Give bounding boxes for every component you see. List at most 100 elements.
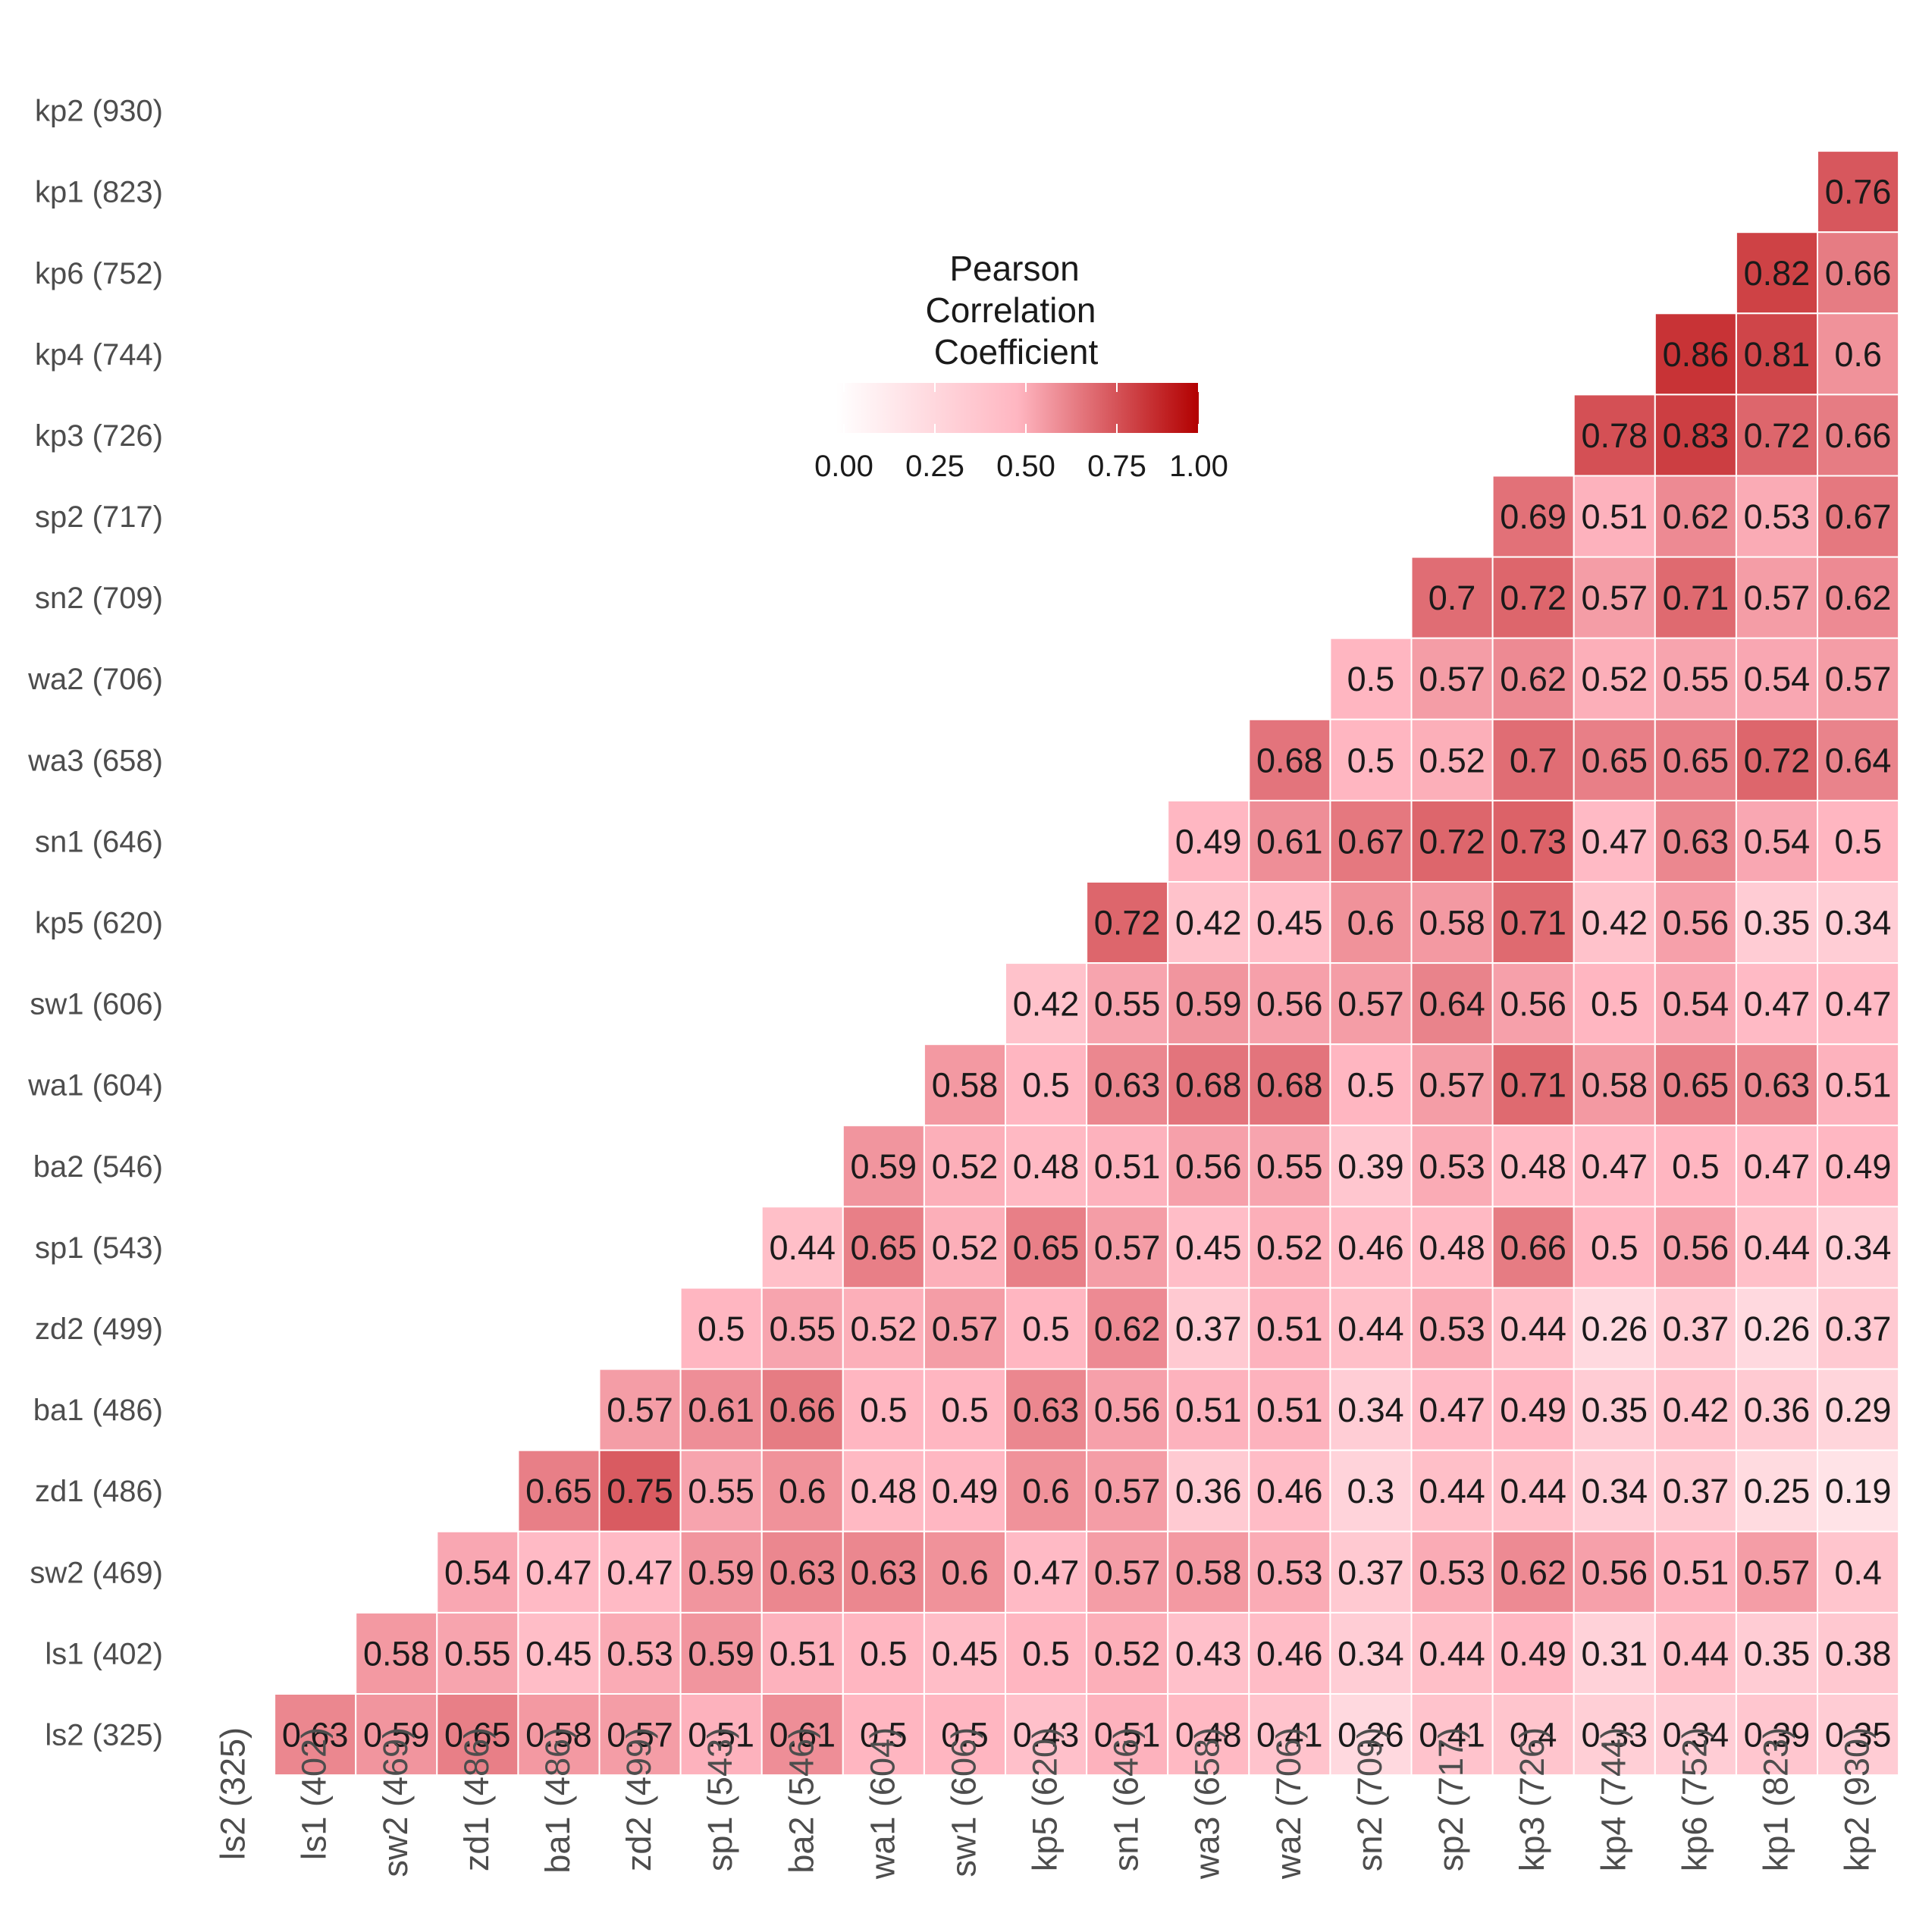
cell-value-label: 0.51 — [1094, 1147, 1161, 1186]
cell-value-label: 0.33 — [1582, 1716, 1648, 1755]
cell-value-label: 0.58 — [525, 1716, 592, 1755]
cell-value-label: 0.78 — [1582, 416, 1648, 455]
cell-value-label: 0.65 — [1663, 741, 1730, 779]
heatmap-cell — [1248, 1368, 1331, 1451]
cell-value-label: 0.57 — [1338, 985, 1404, 1024]
cell-value-label: 0.72 — [1419, 823, 1485, 861]
cell-value-label: 0.44 — [1500, 1309, 1566, 1348]
cell-value-label: 0.51 — [688, 1716, 754, 1755]
heatmap-cell — [1817, 1368, 1900, 1451]
heatmap-cell — [842, 1368, 925, 1451]
heatmap-cell — [1410, 1530, 1494, 1614]
cell-value-label: 0.39 — [1744, 1716, 1811, 1755]
legend-tick-label: 0.00 — [814, 450, 873, 483]
heatmap-cell — [1248, 1124, 1331, 1208]
cell-value-label: 0.5 — [860, 1634, 908, 1673]
cell-value-label: 0.57 — [1094, 1553, 1161, 1592]
cell-value-label: 0.55 — [444, 1634, 511, 1673]
heatmap-cell — [1248, 718, 1331, 801]
cell-value-label: 0.62 — [1500, 660, 1566, 698]
heatmap-cell — [1086, 1368, 1169, 1451]
heatmap-cell — [1329, 637, 1413, 720]
heatmap-cell — [760, 1287, 844, 1370]
heatmap-cell — [1817, 1530, 1900, 1614]
heatmap-cell — [1573, 1693, 1656, 1777]
heatmap-cell — [1654, 1043, 1737, 1127]
heatmap-cell — [1086, 1124, 1169, 1208]
heatmap-cell — [1167, 1043, 1250, 1127]
heatmap-cell — [1167, 1449, 1250, 1532]
x-tick-label: sp2 (717) — [1432, 1727, 1470, 1871]
heatmap-cell — [1167, 1611, 1250, 1695]
heatmap-cell — [923, 1530, 1007, 1614]
cell-value-label: 0.58 — [1419, 904, 1485, 942]
heatmap-cell — [1735, 881, 1818, 964]
heatmap-cell — [679, 1530, 763, 1614]
heatmap-cell — [1248, 1206, 1331, 1289]
heatmap-cell — [1735, 1368, 1818, 1451]
heatmap-cell — [1817, 1124, 1900, 1208]
heatmap-cell — [1817, 962, 1900, 1046]
cell-value-label: 0.82 — [1744, 254, 1811, 293]
heatmap-cell — [1573, 475, 1656, 558]
x-tick-label: ba2 (546) — [782, 1727, 820, 1874]
heatmap-cell — [1817, 718, 1900, 801]
heatmap-cell — [760, 1693, 844, 1777]
cell-value-label: 0.63 — [282, 1716, 349, 1755]
cell-value-label: 0.86 — [1663, 335, 1730, 374]
cell-value-label: 0.46 — [1256, 1472, 1323, 1510]
heatmap-cell — [923, 1611, 1007, 1695]
cell-value-label: 0.6 — [941, 1553, 989, 1592]
heatmap-cell — [1410, 1693, 1494, 1777]
heatmap-cell — [923, 1693, 1007, 1777]
cell-value-label: 0.41 — [1256, 1716, 1323, 1755]
cell-value-label: 0.6 — [1022, 1472, 1070, 1510]
heatmap-cell — [1005, 1287, 1088, 1370]
heatmap-cell — [1735, 556, 1818, 639]
x-tick-label: ls2 (325) — [214, 1727, 252, 1860]
cell-value-label: 0.65 — [444, 1716, 511, 1755]
cell-value-label: 0.68 — [1256, 1066, 1323, 1105]
cell-value-label: 0.56 — [1500, 985, 1566, 1024]
heatmap-cell — [1410, 799, 1494, 883]
x-tick-label: kp4 (744) — [1594, 1727, 1632, 1871]
heatmap-cell — [1410, 718, 1494, 801]
heatmap-cell — [1573, 1206, 1656, 1289]
cell-value-label: 0.48 — [1013, 1147, 1080, 1186]
cell-value-label: 0.46 — [1338, 1228, 1404, 1267]
heatmap-cell — [1654, 1124, 1737, 1208]
y-tick-label: ba1 (486) — [33, 1394, 163, 1427]
heatmap-cell — [1817, 394, 1900, 477]
heatmap-cell — [679, 1611, 763, 1695]
cell-value-label: 0.56 — [1582, 1553, 1648, 1592]
cell-value-label: 0.19 — [1825, 1472, 1892, 1510]
cell-value-label: 0.5 — [941, 1391, 989, 1429]
cell-value-label: 0.72 — [1094, 904, 1161, 942]
cell-value-label: 0.34 — [1663, 1716, 1730, 1755]
cell-value-label: 0.5 — [1347, 741, 1395, 779]
cell-value-label: 0.63 — [770, 1553, 836, 1592]
heatmap-cell — [1573, 556, 1656, 639]
heatmap-cell — [1005, 1206, 1088, 1289]
heatmap-cell — [1410, 1368, 1494, 1451]
cell-value-label: 0.26 — [1744, 1309, 1811, 1348]
legend-ticks: 0.00 0.25 0.50 0.75 1.00 — [814, 383, 1228, 483]
legend-tick-label: 0.25 — [905, 450, 964, 483]
cell-value-label: 0.47 — [1419, 1391, 1485, 1429]
y-tick-label: sp2 (717) — [35, 500, 163, 534]
cell-value-label: 0.61 — [688, 1391, 754, 1429]
cell-value-label: 0.52 — [1419, 741, 1485, 779]
cell-value-label: 0.49 — [932, 1472, 999, 1510]
y-tick-label: wa2 (706) — [27, 663, 163, 696]
heatmap-cell — [1735, 1611, 1818, 1695]
x-tick-label: kp1 (823) — [1756, 1727, 1795, 1871]
cell-value-label: 0.37 — [1825, 1309, 1892, 1348]
cell-value-label: 0.65 — [525, 1472, 592, 1510]
cell-value-label: 0.45 — [932, 1634, 999, 1673]
cell-value-label: 0.62 — [1500, 1553, 1566, 1592]
heatmap-cell — [1248, 1287, 1331, 1370]
heatmap-cell — [1005, 1693, 1088, 1777]
cell-value-label: 0.53 — [1419, 1147, 1485, 1186]
cell-value-label: 0.48 — [1500, 1147, 1566, 1186]
